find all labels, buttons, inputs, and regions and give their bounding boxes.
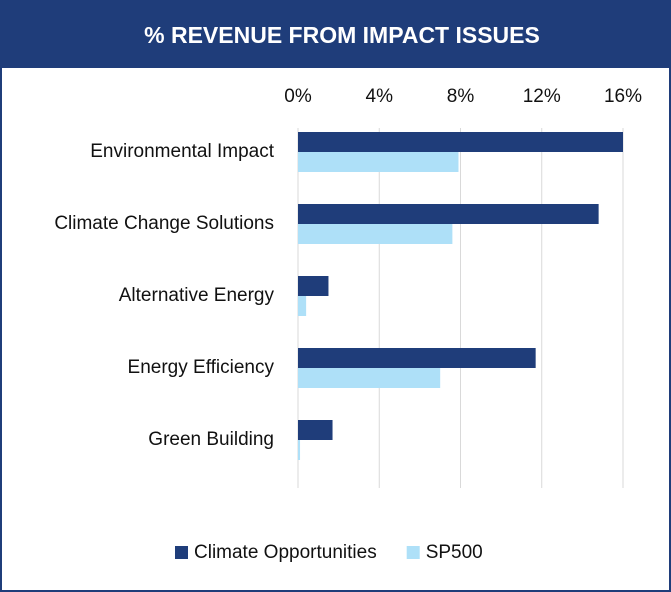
x-tick-label: 12%: [523, 86, 561, 107]
x-tick-label: 0%: [284, 86, 312, 107]
x-tick-label: 8%: [447, 86, 475, 107]
bar: [298, 348, 536, 368]
y-tick-label: Environmental Impact: [90, 141, 274, 162]
y-tick-label: Alternative Energy: [119, 285, 275, 306]
bar: [298, 420, 333, 440]
bar: [298, 440, 301, 460]
bar: [298, 224, 453, 244]
title-bar: [0, 0, 671, 68]
bar: [298, 152, 459, 172]
legend-swatch: [175, 546, 188, 559]
bar: [298, 296, 307, 316]
legend-label: Climate Opportunities: [194, 542, 377, 563]
legend-swatch: [406, 546, 420, 559]
x-tick-label: 4%: [366, 86, 394, 107]
chart-title: % REVENUE FROM IMPACT ISSUES: [144, 22, 540, 48]
y-tick-label: Green Building: [148, 429, 274, 450]
bar: [298, 204, 599, 224]
bar: [298, 276, 329, 296]
bar: [298, 132, 623, 152]
bar: [298, 368, 441, 388]
y-tick-label: Climate Change Solutions: [54, 213, 274, 234]
y-tick-label: Energy Efficiency: [128, 357, 275, 378]
x-tick-label: 16%: [604, 86, 642, 107]
legend-label: SP500: [426, 542, 483, 563]
